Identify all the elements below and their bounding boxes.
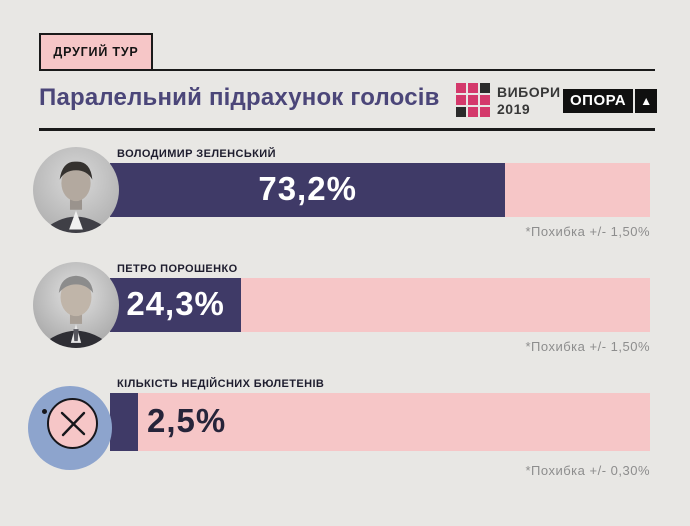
vybory-2019-logo: ВИБОРИ 2019 — [456, 83, 561, 118]
round-badge: ДРУГИЙ ТУР — [39, 33, 153, 71]
top-divider — [39, 68, 655, 71]
vybory-logo-text: ВИБОРИ 2019 — [497, 83, 561, 118]
bar-track: 2,5% — [110, 393, 650, 451]
round-badge-label: ДРУГИЙ ТУР — [53, 45, 139, 59]
bar-value: 73,2% — [258, 170, 357, 208]
error-margin-note: *Похибка +/- 0,30% — [525, 463, 650, 478]
opora-triangle-icon: ▲ — [635, 89, 658, 113]
bar-track: 73,2% — [110, 163, 650, 217]
vybory-grid-square — [480, 83, 490, 93]
vybory-logo-line2: 2019 — [497, 101, 531, 117]
poroshenko-portrait-placeholder — [33, 262, 119, 348]
zelensky-portrait-placeholder — [33, 147, 119, 233]
opora-logo: ОПОРА ▲ — [563, 89, 658, 113]
bar-fill: 73,2% — [110, 163, 506, 217]
vybory-grid-square — [480, 95, 490, 105]
x-mark-icon — [60, 411, 85, 436]
vybory-grid-square — [456, 83, 466, 93]
vybory-grid-square — [468, 95, 478, 105]
error-margin-note: *Похибка +/- 1,50% — [525, 224, 650, 239]
zelensky-photo — [33, 147, 119, 233]
error-margin-note: *Похибка +/- 1,50% — [525, 339, 650, 354]
title-divider — [39, 128, 655, 131]
poroshenko-photo — [33, 262, 119, 348]
page-title: Паралельний підрахунок голосів — [39, 84, 440, 111]
vybory-grid-square — [456, 95, 466, 105]
vybory-grid-square — [468, 83, 478, 93]
vybory-grid-square — [456, 107, 466, 117]
vybory-logo-line1: ВИБОРИ — [497, 84, 561, 100]
bar-fill: 24,3% — [110, 278, 242, 332]
candidate-name-poroshenko: ПЕТРО ПОРОШЕНКО — [117, 263, 238, 275]
invalid-ballots-icon — [28, 386, 112, 470]
x-mark-circle-icon — [47, 398, 98, 449]
bar-fill — [110, 393, 138, 451]
vybory-grid-square — [468, 107, 478, 117]
sketch-dot-icon — [42, 409, 47, 414]
bar-value: 2,5% — [147, 402, 227, 440]
bar-value: 24,3% — [126, 285, 225, 323]
candidate-name-zelensky: ВОЛОДИМИР ЗЕЛЕНСЬКИЙ — [117, 148, 276, 160]
invalid-ballots-label: КІЛЬКІСТЬ НЕДІЙСНИХ БЮЛЕТЕНІВ — [117, 378, 325, 390]
vybory-grid-square — [480, 107, 490, 117]
vybory-grid-icon — [456, 83, 490, 118]
opora-logo-text: ОПОРА — [563, 89, 634, 113]
bar-track: 24,3% — [110, 278, 650, 332]
